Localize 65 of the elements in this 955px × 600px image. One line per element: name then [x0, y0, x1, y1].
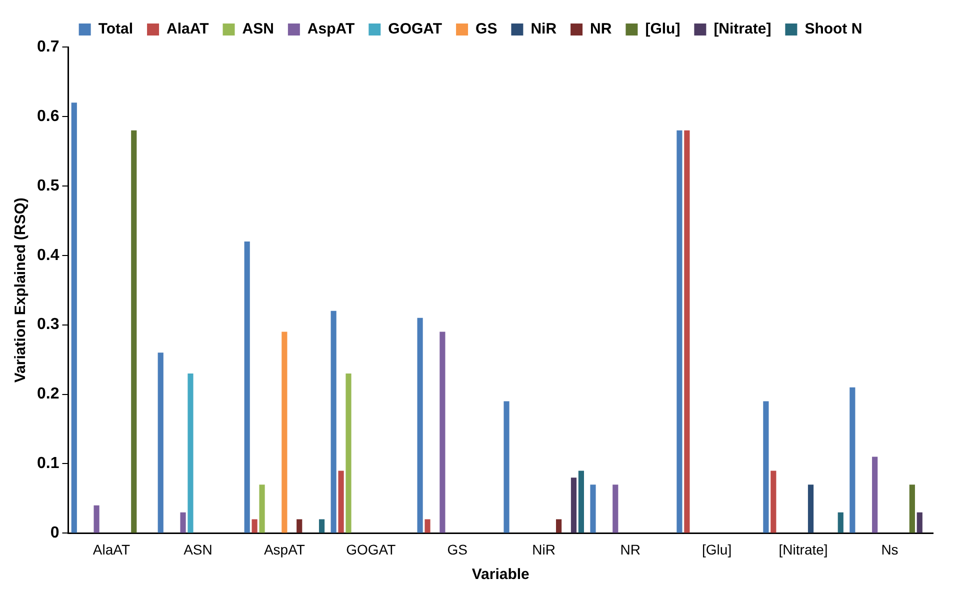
bar [590, 484, 596, 533]
x-tick-label: AlaAT [92, 541, 130, 558]
bar [296, 519, 302, 533]
bar [131, 130, 137, 533]
bar [872, 456, 878, 533]
bar [578, 470, 584, 533]
bar [770, 470, 776, 533]
legend-label: NiR [530, 20, 557, 38]
x-tick-label: Ns [881, 541, 898, 558]
x-tick-label: NiR [532, 541, 556, 558]
y-tick-label: 0.1 [36, 455, 60, 472]
bar [763, 401, 769, 533]
bar [244, 241, 250, 533]
legend-label: [Nitrate] [714, 20, 772, 38]
legend-label: AlaAT [166, 20, 209, 38]
bar [180, 512, 186, 533]
x-tick-label: ASN [184, 541, 212, 558]
bar [346, 373, 352, 533]
y-axis-title: Variation Explained (RSQ) [12, 198, 30, 383]
legend-label: Shoot N [804, 20, 862, 38]
bar [556, 519, 562, 533]
bar [504, 401, 510, 533]
bar [916, 512, 922, 533]
y-tick-label: 0.6 [36, 108, 60, 125]
bar [612, 484, 618, 533]
bar [909, 484, 915, 533]
y-tick-label: 0.2 [36, 386, 60, 403]
bar [71, 102, 77, 533]
legend-label: NR [590, 20, 612, 38]
bar [259, 484, 265, 533]
x-tick-label: [Nitrate] [778, 541, 828, 558]
bar [424, 519, 430, 533]
legend-label: GOGAT [388, 20, 442, 38]
legend-label: GS [476, 20, 498, 38]
bar [94, 505, 100, 533]
y-tick-label: 0.3 [36, 316, 60, 334]
legend-label: AspAT [307, 20, 355, 38]
y-tick-label: 0.4 [36, 246, 60, 264]
legend-label: [Glu] [645, 20, 680, 38]
legend-label: Total [98, 20, 134, 38]
bar [838, 512, 844, 533]
bar [440, 332, 446, 533]
bar [676, 130, 682, 533]
x-tick-label: AspAT [264, 541, 306, 558]
bar [188, 373, 194, 533]
y-tick-label: 0.7 [36, 38, 60, 56]
bar [252, 519, 258, 533]
bar [850, 387, 856, 533]
bar [318, 519, 325, 533]
x-axis-title: Variable [472, 566, 530, 584]
bar [417, 318, 423, 533]
y-tick-label: 0.5 [36, 177, 60, 194]
y-tick-label: 0 [50, 524, 60, 542]
bar [570, 478, 577, 533]
x-tick-label: NR [620, 541, 640, 558]
bar [684, 130, 690, 533]
bar [330, 310, 336, 533]
bar [808, 484, 814, 533]
bar [158, 352, 164, 533]
x-tick-label: [Glu] [702, 541, 732, 558]
legend-label: ASN [242, 20, 274, 38]
bar [338, 470, 344, 533]
x-tick-label: GS [447, 541, 468, 558]
bar [282, 332, 288, 533]
x-tick-label: GOGAT [346, 541, 396, 558]
